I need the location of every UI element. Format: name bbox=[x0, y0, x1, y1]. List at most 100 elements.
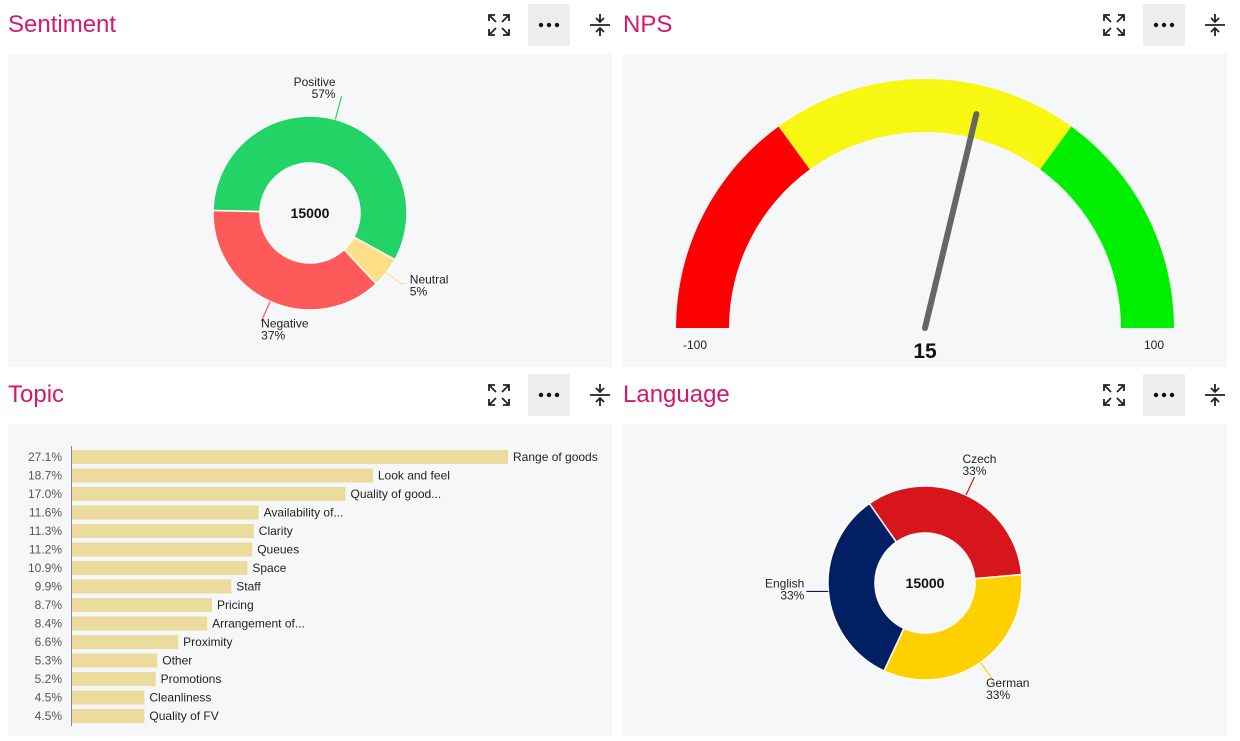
bar-quality-of-good bbox=[72, 487, 346, 501]
bar-value-label: 10.9% bbox=[28, 561, 62, 575]
bar-pricing bbox=[72, 598, 212, 612]
bar-value-label: 18.7% bbox=[28, 469, 62, 483]
bar-category-label: Quality of good... bbox=[351, 487, 442, 501]
bar-category-label: Queues bbox=[257, 543, 299, 557]
more-button[interactable] bbox=[528, 4, 570, 46]
bar-value-label: 4.5% bbox=[35, 691, 63, 705]
bar-value-label: 17.0% bbox=[28, 487, 62, 501]
slice-label: Czech bbox=[962, 452, 996, 466]
slice-value-label: 33% bbox=[986, 688, 1010, 702]
expand-icon bbox=[488, 384, 510, 406]
more-icon bbox=[1153, 392, 1175, 398]
expand-button[interactable] bbox=[1093, 4, 1135, 46]
expand-icon bbox=[488, 14, 510, 36]
topic-panel-header: Topic bbox=[8, 370, 612, 418]
sentiment-panel-header: Sentiment bbox=[8, 0, 612, 48]
leader-positive bbox=[334, 96, 343, 120]
leader-neutral bbox=[386, 272, 407, 285]
bar-value-label: 27.1% bbox=[28, 450, 62, 464]
slice-value-label: 33% bbox=[780, 588, 804, 602]
bar-category-label: Staff bbox=[236, 580, 261, 594]
slice-german bbox=[883, 573, 1023, 681]
language-chart: Czech 33% German 33% English 33% 15000 bbox=[623, 424, 1227, 736]
center-total-label: 15000 bbox=[291, 205, 330, 221]
collapse-button[interactable] bbox=[579, 4, 621, 46]
panel-title: Language bbox=[623, 381, 730, 408]
nps-panel-header: NPS bbox=[623, 0, 1227, 48]
slice-value-label: 5% bbox=[410, 285, 428, 299]
bar-value-label: 11.2% bbox=[29, 543, 62, 557]
more-button[interactable] bbox=[1143, 374, 1185, 416]
collapse-icon bbox=[1205, 384, 1225, 406]
bar-queues bbox=[72, 542, 253, 557]
bar-value-label: 6.6% bbox=[35, 635, 63, 649]
expand-button[interactable] bbox=[1093, 374, 1135, 416]
bar-category-label: Pricing bbox=[217, 598, 254, 612]
slice-czech bbox=[868, 485, 1023, 580]
leader-negative bbox=[260, 301, 271, 322]
leader-czech bbox=[965, 476, 975, 496]
gauge-needle bbox=[922, 111, 980, 331]
bar-category-label: Range of goods bbox=[513, 450, 598, 464]
bar-other bbox=[72, 653, 158, 668]
nps-panel: NPS -100 100 15 bbox=[623, 0, 1227, 367]
bar-space bbox=[72, 561, 248, 575]
bar-category-label: Quality of FV bbox=[149, 709, 218, 723]
more-icon bbox=[538, 22, 560, 28]
bar-category-label: Promotions bbox=[161, 672, 222, 686]
slice-value-label: 33% bbox=[962, 464, 986, 478]
bar-staff bbox=[72, 579, 232, 594]
collapse-button[interactable] bbox=[1194, 4, 1236, 46]
slice-positive bbox=[212, 115, 408, 261]
more-icon bbox=[1153, 22, 1175, 28]
collapse-icon bbox=[590, 384, 610, 406]
more-icon bbox=[538, 392, 560, 398]
nps-gauge-chart: -100 100 15 bbox=[676, 79, 1174, 363]
collapse-icon bbox=[590, 14, 610, 36]
bar-value-label: 11.3% bbox=[29, 524, 62, 538]
sentiment-chart: Positive 57% Neutral 5% Negative 37% 15000 bbox=[8, 54, 612, 367]
bar-value-label: 8.7% bbox=[35, 598, 63, 612]
slice-negative bbox=[212, 209, 378, 311]
slice-label: Neutral bbox=[410, 273, 449, 287]
slice-label: Negative bbox=[261, 317, 309, 331]
bar-value-label: 11.6% bbox=[29, 506, 62, 520]
collapse-button[interactable] bbox=[579, 374, 621, 416]
topic-panel: Topic 27.1% Range of goods 18.7% Look and f… bbox=[8, 370, 612, 736]
more-button[interactable] bbox=[1143, 4, 1185, 46]
topic-bar-chart: 27.1% Range of goods 18.7% Look and feel 17.… bbox=[28, 446, 598, 726]
nps-chart: -100 100 15 bbox=[623, 54, 1227, 367]
gauge-min-label: -100 bbox=[683, 338, 707, 352]
language-panel-header: Language bbox=[623, 370, 1227, 418]
expand-button[interactable] bbox=[478, 374, 520, 416]
bar-category-label: Other bbox=[162, 654, 192, 668]
language-panel: Language Czech 33% German 33% English 33% 1500… bbox=[623, 370, 1227, 736]
expand-button[interactable] bbox=[478, 4, 520, 46]
panel-title: Sentiment bbox=[8, 11, 117, 38]
bar-category-label: Look and feel bbox=[378, 469, 450, 483]
slice-value-label: 57% bbox=[312, 87, 336, 101]
gauge-band-ff0000 bbox=[676, 126, 810, 328]
sentiment-panel: Sentiment Positive 57% Neutral 5% Negative 37… bbox=[8, 0, 612, 367]
panel-title: Topic bbox=[8, 381, 65, 408]
bar-category-label: Proximity bbox=[183, 635, 232, 649]
more-button[interactable] bbox=[528, 374, 570, 416]
bar-quality-of-fv bbox=[72, 709, 145, 723]
bar-range-of-goods bbox=[72, 450, 508, 464]
bar-clarity bbox=[72, 524, 254, 538]
gauge-max-label: 100 bbox=[1144, 338, 1164, 352]
gauge-value-label: 15 bbox=[913, 340, 937, 363]
slice-label: Positive bbox=[294, 75, 336, 89]
bar-category-label: Space bbox=[252, 561, 286, 575]
bar-arrangement-of bbox=[72, 616, 208, 631]
bar-value-label: 8.4% bbox=[35, 617, 63, 631]
bar-promotions bbox=[72, 672, 156, 686]
bar-category-label: Cleanliness bbox=[149, 691, 211, 705]
bar-category-label: Availability of... bbox=[264, 506, 344, 520]
bar-value-label: 4.5% bbox=[35, 709, 63, 723]
bar-cleanliness bbox=[72, 690, 145, 705]
bar-look-and-feel bbox=[72, 468, 373, 483]
expand-icon bbox=[1103, 384, 1125, 406]
collapse-button[interactable] bbox=[1194, 374, 1236, 416]
